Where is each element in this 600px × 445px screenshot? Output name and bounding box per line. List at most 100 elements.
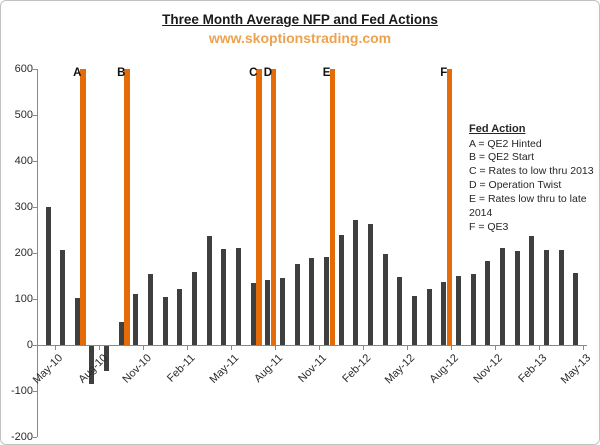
x-axis-label: Aug-11 xyxy=(252,352,286,385)
chart-subtitle: www.skoptionstrading.com xyxy=(208,30,392,46)
fed-action-letter-B: B xyxy=(117,67,126,79)
chart-title: Three Month Average NFP and Fed Actions xyxy=(162,12,438,27)
bar-Aug-11 xyxy=(265,280,271,345)
x-axis-tick xyxy=(362,345,364,350)
bar-Sep-12 xyxy=(455,275,461,345)
x-axis-tick xyxy=(406,345,408,350)
bar-Nov-12 xyxy=(485,261,491,345)
bar-Jan-13 xyxy=(514,250,520,345)
x-axis-tick xyxy=(274,345,276,350)
y-axis-label: -100 xyxy=(10,385,33,397)
bar-Jul-12 xyxy=(426,288,432,345)
x-axis-tick xyxy=(142,345,144,350)
x-axis-label: Nov-12 xyxy=(471,352,506,386)
x-axis-tick xyxy=(538,345,540,350)
fed-action-letter-F: F xyxy=(440,67,448,79)
y-axis-label: 200 xyxy=(14,247,33,259)
bar-Apr-12 xyxy=(382,254,388,345)
y-axis-tick xyxy=(33,345,37,346)
bar-Nov-11 xyxy=(309,258,315,345)
y-axis-line xyxy=(37,69,38,437)
fed-action-bar-C xyxy=(256,69,262,345)
bar-Oct-10 xyxy=(118,322,124,345)
fed-action-letter-A: A xyxy=(73,67,82,79)
fed-action-letter-C: C xyxy=(249,67,258,79)
bar-Jul-10 xyxy=(74,297,80,345)
bar-Mar-13 xyxy=(543,249,549,345)
fed-action-letter-E: E xyxy=(322,67,331,79)
x-axis-label: Feb-13 xyxy=(516,352,550,386)
x-axis-label: Feb-12 xyxy=(340,352,374,386)
legend-entry: D = Operation Twist xyxy=(469,179,562,192)
bar-Aug-10 xyxy=(89,346,95,384)
y-axis-label: 400 xyxy=(14,155,33,167)
bar-Mar-11 xyxy=(192,272,198,345)
bar-Jun-10 xyxy=(60,249,66,345)
legend-entry: F = QE3 xyxy=(469,220,509,233)
legend-entries: A = QE2 Hinted B = QE2 Start C = Rates to … xyxy=(469,137,599,235)
bar-May-11 xyxy=(221,249,227,345)
bar-Sep-10 xyxy=(104,346,110,372)
bar-Sep-11 xyxy=(280,277,286,345)
bar-Feb-13 xyxy=(529,236,535,345)
y-axis-tick xyxy=(33,253,37,254)
fed-action-bar-F xyxy=(446,69,453,345)
y-axis-label: 600 xyxy=(14,63,33,75)
x-axis-tick xyxy=(318,345,320,350)
fed-action-bar-D xyxy=(270,69,277,345)
bar-Jul-11 xyxy=(250,283,256,345)
y-axis-label: 300 xyxy=(14,201,33,213)
fed-action-legend: Fed Action A = QE2 Hinted B = QE2 Start C … xyxy=(469,122,599,235)
x-axis-label: Nov-11 xyxy=(296,352,330,385)
legend-entry: A = QE2 Hinted xyxy=(469,137,542,150)
x-axis-tick xyxy=(186,345,188,350)
bar-Aug-12 xyxy=(441,281,447,345)
x-axis-label: May-12 xyxy=(382,352,418,387)
x-axis-label: May-11 xyxy=(207,352,242,386)
bar-Jun-12 xyxy=(412,295,417,345)
bar-May-10 xyxy=(45,207,51,345)
bar-Mar-12 xyxy=(368,224,374,345)
bar-Jan-12 xyxy=(338,235,344,345)
y-axis-tick xyxy=(33,299,37,300)
bar-Feb-12 xyxy=(353,220,359,345)
x-axis-line xyxy=(37,345,587,346)
fed-action-bar-E xyxy=(329,69,336,345)
y-axis-tick xyxy=(33,437,37,438)
x-axis-tick xyxy=(55,345,56,350)
y-axis-label: -200 xyxy=(10,431,33,443)
bar-Oct-12 xyxy=(470,274,476,345)
bar-Apr-13 xyxy=(558,249,564,345)
bar-Oct-11 xyxy=(294,264,300,345)
y-axis-tick xyxy=(33,115,37,116)
bar-Jan-11 xyxy=(162,296,168,345)
x-axis-tick xyxy=(494,345,496,350)
y-axis-tick xyxy=(33,391,37,392)
legend-entry: C = Rates to low thru 2013 xyxy=(469,165,594,178)
bar-Feb-11 xyxy=(177,288,183,345)
x-axis-label: Feb-11 xyxy=(164,352,198,385)
x-axis-tick xyxy=(450,345,452,350)
fed-action-bar-B xyxy=(124,69,130,345)
y-axis-tick xyxy=(33,207,37,208)
bar-Dec-10 xyxy=(148,273,154,345)
fed-action-bar-A xyxy=(80,69,86,345)
x-axis-label: Nov-10 xyxy=(119,352,154,386)
x-axis-label: May-13 xyxy=(558,352,594,387)
y-axis-label: 500 xyxy=(14,109,33,121)
bar-Dec-11 xyxy=(324,257,330,345)
x-axis-label: Aug-12 xyxy=(427,352,462,386)
bar-Dec-12 xyxy=(499,247,505,345)
y-axis-tick xyxy=(33,161,37,162)
bar-May-12 xyxy=(397,277,403,345)
x-axis-tick xyxy=(230,345,232,350)
fed-action-letter-D: D xyxy=(263,67,273,79)
bar-Jun-11 xyxy=(236,247,242,345)
y-axis-label: 100 xyxy=(14,293,33,305)
legend-title: Fed Action xyxy=(469,123,526,135)
bar-May-13 xyxy=(573,273,579,345)
y-axis-tick xyxy=(33,69,37,70)
bar-Nov-10 xyxy=(133,294,139,345)
